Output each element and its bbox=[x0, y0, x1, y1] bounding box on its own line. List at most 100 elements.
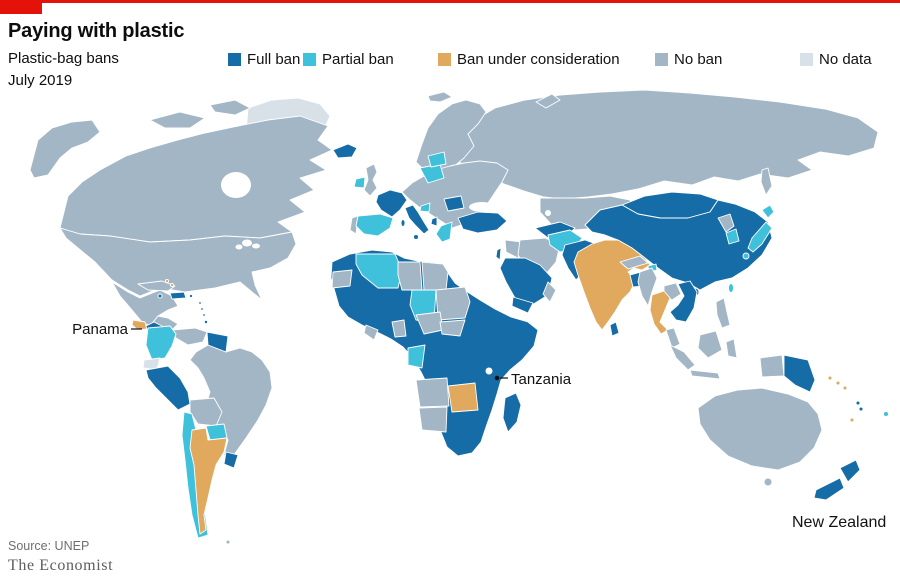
country-japan bbox=[747, 221, 773, 253]
legend-label: Ban under consideration bbox=[457, 51, 620, 68]
country-trinidad bbox=[203, 319, 209, 325]
legend-item-partial-ban: Partial ban bbox=[303, 51, 394, 68]
country-cuba bbox=[137, 280, 176, 292]
country-libya bbox=[397, 261, 423, 291]
country-japan bbox=[761, 204, 775, 219]
country-gabon-congo bbox=[407, 344, 426, 369]
region-guianas bbox=[206, 331, 229, 353]
full-ban-swatch bbox=[228, 53, 241, 66]
sumatra bbox=[669, 344, 696, 371]
solomon-islands bbox=[827, 375, 833, 381]
legend-item-full-ban: Full ban bbox=[228, 51, 300, 68]
tanzania-label: Tanzania bbox=[511, 371, 572, 388]
western-sahara bbox=[331, 269, 353, 289]
region-baltics bbox=[427, 151, 447, 168]
canada-arctic-islands bbox=[209, 99, 251, 116]
country-sri-lanka bbox=[609, 321, 620, 337]
country-israel bbox=[495, 247, 502, 261]
aral-sea bbox=[545, 210, 551, 216]
country-costa-rica bbox=[131, 319, 148, 331]
country-portugal bbox=[349, 215, 359, 235]
country-spain bbox=[355, 213, 394, 237]
country-turkey bbox=[457, 211, 508, 234]
country-colombia bbox=[145, 325, 177, 361]
country-thailand bbox=[649, 290, 671, 335]
no-ban-swatch bbox=[655, 53, 668, 66]
country-russia bbox=[451, 89, 879, 200]
country-algeria bbox=[355, 253, 403, 289]
page-title: Paying with plastic bbox=[8, 20, 185, 42]
country-romania bbox=[443, 195, 465, 212]
great-lakes bbox=[242, 239, 252, 247]
sardinia bbox=[400, 219, 406, 227]
borneo bbox=[697, 330, 723, 359]
consideration-swatch bbox=[438, 53, 451, 66]
country-australia bbox=[697, 387, 823, 471]
country-south-korea bbox=[725, 228, 740, 245]
country-philippines bbox=[715, 297, 731, 329]
malay-peninsula bbox=[665, 327, 681, 349]
country-france bbox=[375, 189, 408, 218]
falkland-islands bbox=[225, 539, 231, 545]
solomon-islands bbox=[835, 380, 841, 386]
hudson-bay bbox=[221, 172, 251, 198]
caspian-sea bbox=[520, 210, 532, 238]
country-jamaica bbox=[157, 293, 163, 299]
legend-item-no-ban: No ban bbox=[655, 51, 722, 68]
panama-label: Panama bbox=[72, 321, 129, 338]
lake-victoria bbox=[485, 367, 493, 375]
great-lakes bbox=[252, 243, 260, 249]
lesser-antilles bbox=[198, 301, 202, 305]
great-lakes bbox=[235, 244, 243, 250]
country-madagascar bbox=[502, 392, 522, 433]
country-saudi-arabia bbox=[499, 257, 553, 306]
source-note: Source: UNEP bbox=[8, 539, 90, 553]
country-albania bbox=[430, 216, 438, 227]
country-hispaniola bbox=[169, 291, 187, 300]
economist-red-tab bbox=[0, 0, 42, 14]
country-papua-new-guinea bbox=[783, 354, 816, 393]
new-zealand-label: New Zealand bbox=[792, 514, 886, 531]
legend-label: Full ban bbox=[247, 51, 301, 68]
country-oman bbox=[542, 281, 557, 303]
country-venezuela bbox=[171, 327, 208, 346]
country-egypt bbox=[421, 261, 449, 291]
country-uk bbox=[363, 163, 378, 197]
country-north-korea bbox=[717, 213, 735, 233]
country-greece bbox=[435, 221, 453, 243]
country-car bbox=[439, 319, 466, 337]
west-new-guinea bbox=[759, 354, 785, 378]
country-taiwan bbox=[728, 283, 734, 293]
country-brazil bbox=[189, 344, 273, 463]
country-myanmar bbox=[637, 267, 658, 307]
country-fiji bbox=[883, 411, 889, 417]
country-canada bbox=[59, 115, 333, 243]
country-argentina bbox=[189, 427, 228, 535]
chart-date: July 2019 bbox=[8, 72, 73, 89]
country-namibia bbox=[418, 406, 448, 433]
sakhalin bbox=[760, 167, 773, 196]
country-angola bbox=[415, 377, 450, 408]
chart-subtitle: Plastic-bag bans bbox=[8, 50, 119, 67]
tasmania bbox=[763, 477, 773, 487]
no-data-swatch bbox=[800, 53, 813, 66]
country-new-zealand bbox=[813, 477, 845, 501]
sulawesi bbox=[725, 338, 738, 359]
country-italy bbox=[404, 204, 430, 235]
country-mexico bbox=[111, 281, 179, 327]
partial-ban-swatch bbox=[303, 53, 316, 66]
black-sea bbox=[469, 202, 495, 212]
legend-item-consideration: Ban under consideration bbox=[438, 51, 620, 68]
country-vanuatu bbox=[855, 400, 861, 406]
country-sudan bbox=[435, 286, 471, 321]
svalbard bbox=[427, 91, 453, 103]
brand-signature: The Economist bbox=[8, 557, 114, 574]
top-red-rule bbox=[0, 0, 900, 3]
legend-label: No data bbox=[819, 51, 872, 68]
country-bahamas bbox=[169, 282, 175, 288]
novaya-zemlya bbox=[535, 93, 561, 109]
new-caledonia bbox=[849, 417, 855, 423]
region-vietnam-cambodia bbox=[669, 280, 698, 323]
country-zambia bbox=[447, 382, 479, 413]
